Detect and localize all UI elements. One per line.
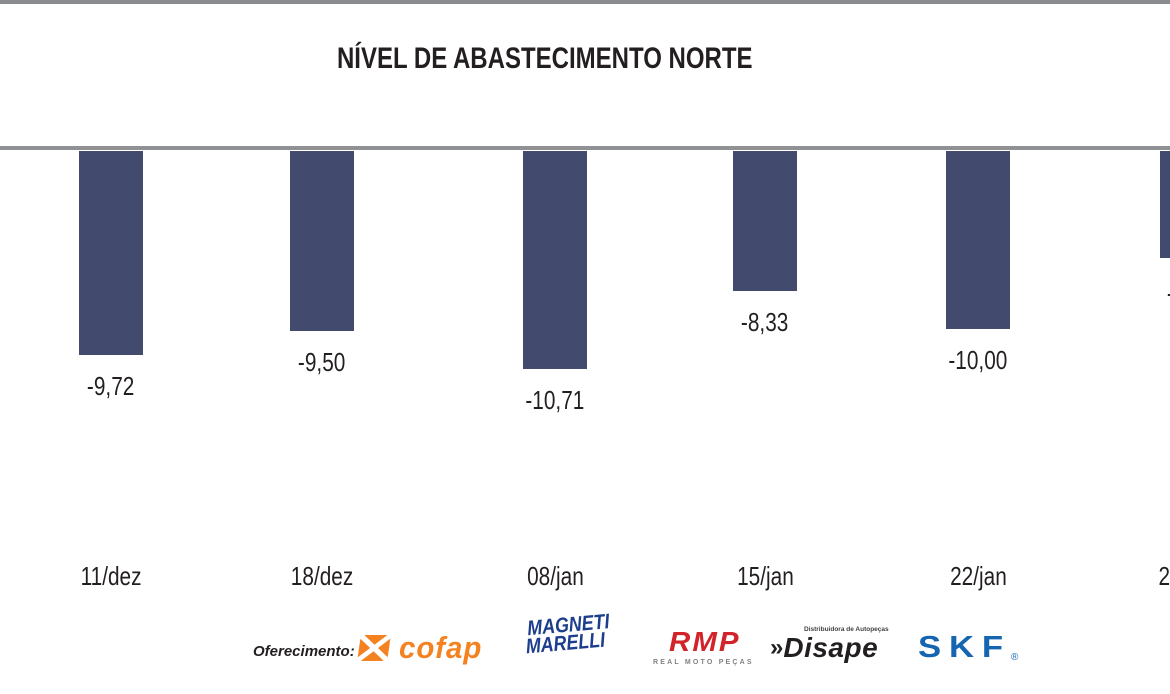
date-label: 15/jan	[695, 561, 835, 592]
date-label-text: 18/dez	[290, 561, 354, 591]
bar-value-label: -9,72	[41, 371, 181, 402]
bar-08/jan	[523, 151, 587, 369]
bar-value-label: -9,50	[252, 347, 392, 378]
date-label: 08/jan	[485, 561, 625, 592]
disape-logo-subtext: Distribuidora de Autopeças	[804, 626, 889, 633]
bar-value-label: -8,33	[695, 307, 835, 338]
bar-value-label-partial: -	[1166, 278, 1170, 309]
chart-baseline-axis	[0, 146, 1170, 150]
skf-registered-mark: ®	[1011, 652, 1019, 663]
date-label-text: 11/dez	[80, 561, 142, 591]
bar-value-label-text: -10,00	[948, 345, 1008, 375]
disape-chevrons-icon: »	[770, 634, 784, 661]
date-label: 22/jan	[908, 561, 1048, 592]
chart-title: NÍVEL DE ABASTECIMENTO NORTE	[0, 42, 1090, 76]
skf-logo-text: SKF	[918, 629, 1011, 665]
bar-value-label: -10,71	[485, 385, 625, 416]
magneti-marelli-logo: MAGNETI MARELLI	[524, 610, 627, 659]
cofap-logo-text: cofap	[399, 630, 483, 665]
bar-22/jan	[946, 151, 1010, 329]
date-label-text: 22/jan	[949, 561, 1007, 591]
bar-value-label-text: -9,50	[298, 347, 346, 377]
top-border-line	[0, 0, 1170, 4]
bar-value-label-text: -8,33	[741, 307, 789, 337]
date-label-partial: 2	[1157, 561, 1170, 592]
bar-18/dez	[290, 151, 354, 331]
bar-11/dez	[79, 151, 143, 355]
date-label-text: 08/jan	[526, 561, 584, 591]
bar-value-label-partial-text: -	[1167, 278, 1170, 309]
bar-value-label-text: -10,71	[525, 385, 585, 415]
cofap-logo-icon	[353, 631, 395, 665]
chart-title-text: NÍVEL DE ABASTECIMENTO NORTE	[337, 42, 753, 75]
date-label-text: 15/jan	[736, 561, 794, 591]
disape-logo-text: Disape	[783, 632, 879, 663]
rmp-logo-subtext: REAL MOTO PEÇAS	[653, 659, 754, 666]
cofap-logo: cofap	[353, 630, 487, 666]
bar-value-label-text: -9,72	[87, 371, 135, 401]
magneti-marelli-line2: MARELLI	[524, 628, 606, 659]
bar-15/jan	[733, 151, 797, 291]
skf-logo: SKF ®	[918, 629, 1018, 665]
date-label: 11/dez	[41, 561, 181, 592]
bar-value-label: -10,00	[908, 345, 1048, 376]
disape-logo: Distribuidora de Autopeças » Disape	[770, 626, 889, 664]
rmp-logo-text: RMP	[669, 626, 741, 657]
rmp-logo: RMP REAL MOTO PEÇAS	[653, 626, 754, 666]
date-label: 18/dez	[252, 561, 392, 592]
bar-partial	[1160, 151, 1170, 258]
sponsors-caption: Oferecimento:	[253, 643, 355, 660]
date-label-partial-text: 2	[1158, 561, 1170, 591]
